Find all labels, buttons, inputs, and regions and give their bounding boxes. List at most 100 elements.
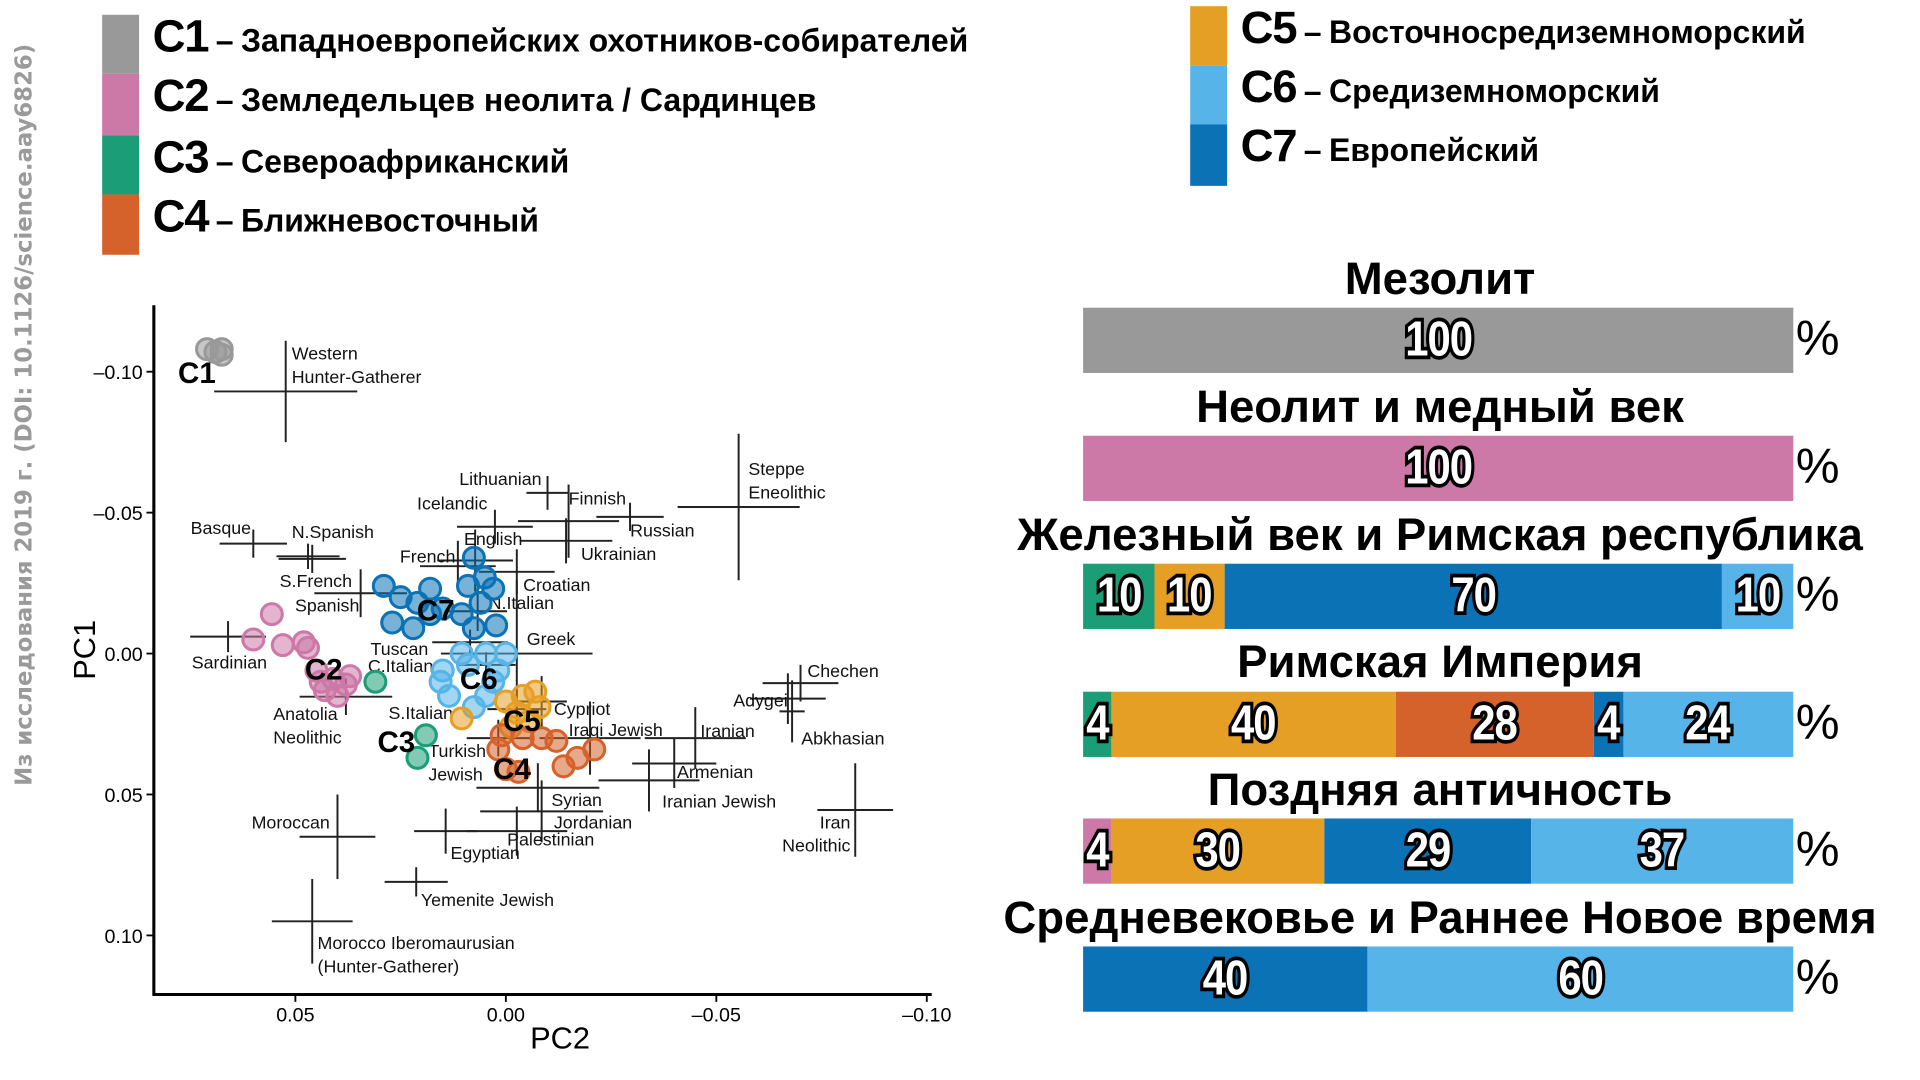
bar-segment-c3: 4 xyxy=(1083,691,1113,757)
period-title: Римская Империя xyxy=(1237,636,1643,687)
cluster-label-c1: C1 xyxy=(178,357,216,390)
cluster-point xyxy=(461,545,486,570)
legend-dash: – xyxy=(1303,131,1322,169)
cross-icelandic: Icelandic xyxy=(417,494,533,544)
cluster-point xyxy=(401,616,426,641)
population-label: Egyptian xyxy=(450,843,519,863)
legend-swatch-c5 xyxy=(1190,6,1228,66)
legend-dash: – xyxy=(215,201,234,239)
segment-value-label: 30 xyxy=(1193,820,1245,882)
legend-label: Ближневосточный xyxy=(240,201,539,239)
legend-item-c4: C4– Ближневосточный xyxy=(153,191,539,243)
legend-swatch-c1 xyxy=(102,14,140,74)
x-tick-label: –0.10 xyxy=(902,1005,951,1027)
y-tick-label: 0.05 xyxy=(104,785,142,807)
cross-jordanian: Jordanian xyxy=(480,780,632,843)
cluster-point xyxy=(413,723,438,748)
bar-segment-c7: 70 xyxy=(1225,563,1723,629)
legend-label: Европейский xyxy=(1328,131,1540,169)
bar-segment-c6: 10 xyxy=(1722,563,1794,629)
cluster-point xyxy=(449,706,474,731)
cluster-c1 xyxy=(194,337,234,367)
population-label: N.Spanish xyxy=(292,522,374,542)
legend-item-c2: C2– Земледельцев неолита / Сардинцев xyxy=(153,70,817,122)
cluster-point xyxy=(468,590,493,615)
cross-palestinian: Palestinian xyxy=(466,806,594,856)
population-label: C.Italian xyxy=(368,656,433,676)
population-label: Palestinian xyxy=(507,830,594,850)
segment-value-label: 60 xyxy=(1555,948,1607,1010)
bar-segment-c3: 10 xyxy=(1083,563,1155,629)
percent-sign: % xyxy=(1795,695,1840,750)
legend-swatch-c7 xyxy=(1190,124,1228,186)
cross-iranian-jewish: Iranian Jewish xyxy=(598,749,776,811)
population-label: Syrian xyxy=(551,790,602,810)
cluster-point xyxy=(270,633,295,658)
legend-code: C6 xyxy=(1240,61,1298,113)
population-label: Croatian xyxy=(523,575,590,595)
bar-segment-c6: 37 xyxy=(1530,818,1794,884)
population-label: Lithuanian xyxy=(459,469,541,489)
legend-code: C3 xyxy=(152,131,210,183)
cluster-c3 xyxy=(363,669,438,770)
cluster-label-c6: C6 xyxy=(460,663,498,696)
population-label: Western xyxy=(292,343,358,363)
population-label: Morocco Iberomaurusian xyxy=(318,933,515,953)
population-label: Greek xyxy=(527,629,576,649)
cluster-point xyxy=(506,759,531,784)
legend-item-c3: C3– Североафриканский xyxy=(153,132,570,184)
y-tick-label: 0.10 xyxy=(104,926,142,948)
cluster-c4 xyxy=(486,723,607,784)
ancestry-bar: 4 40 28 4 24 xyxy=(1083,691,1794,757)
cluster-c6 xyxy=(428,641,518,720)
cluster-point xyxy=(418,576,443,601)
legend-dash: – xyxy=(215,81,234,119)
legend-item-c7: C7– Европейский xyxy=(1241,121,1539,173)
period-title: Поздняя античность xyxy=(1207,764,1673,815)
population-label: Eneolithic xyxy=(748,482,825,502)
population-label: Iran xyxy=(820,812,851,832)
cross-western-hunter-gatherer: Western Hunter-Gatherer xyxy=(214,340,422,443)
population-label: Neolithic xyxy=(273,727,341,747)
legend-label: Североафриканский xyxy=(240,142,570,180)
legend-swatch-c2 xyxy=(102,73,140,136)
population-label: (Hunter-Gatherer) xyxy=(318,956,460,976)
legend-code: C5 xyxy=(1240,2,1298,53)
segment-value-label: 10 xyxy=(1164,565,1216,627)
segment-value-label: 28 xyxy=(1470,693,1522,755)
population-label: Yemenite Jewish xyxy=(421,890,554,910)
cross-steppe-eneolithic: Steppe Eneolithic xyxy=(677,433,826,581)
percent-sign: % xyxy=(1795,439,1840,494)
population-label: Turkish xyxy=(428,741,486,761)
ancestry-bar: 40 60 xyxy=(1083,946,1794,1012)
legend-label: Земледельцев неолита / Сардинцев xyxy=(240,81,817,119)
cross-iranian: Iranian xyxy=(644,707,755,770)
cross-adygei: Adygei xyxy=(733,673,826,725)
bar-segment-c5: 10 xyxy=(1154,563,1226,629)
reference-populations: Western Hunter-Gatherer Lithuanian Finnish I… xyxy=(190,340,894,976)
segment-value-label: 40 xyxy=(1200,948,1252,1010)
legend-swatch-c6 xyxy=(1190,65,1228,125)
population-label: Finnish xyxy=(569,489,626,509)
legend-code: C1 xyxy=(152,11,210,62)
period-title: Неолит и медный век xyxy=(1196,381,1684,433)
bar-segment-c4: 28 xyxy=(1395,691,1595,757)
bar-segment-c7: 4 xyxy=(1594,691,1624,757)
percent-sign: % xyxy=(1795,822,1840,877)
population-label: Steppe xyxy=(748,459,805,479)
population-label: Icelandic xyxy=(417,494,487,514)
population-label: Jordanian xyxy=(554,812,632,832)
cluster-label-c4: C4 xyxy=(493,753,531,786)
y-tick-label: –0.10 xyxy=(93,362,142,384)
population-label: Jewish xyxy=(428,764,483,784)
cluster-point xyxy=(582,737,607,762)
legend-code: C4 xyxy=(152,190,210,242)
percent-sign: % xyxy=(1795,567,1840,622)
period-title: Мезолит xyxy=(1344,253,1536,305)
legend-code: C2 xyxy=(152,70,210,121)
bar-segment-c7: 40 xyxy=(1083,946,1368,1012)
population-label: Iraqi Jewish xyxy=(569,720,663,740)
cluster-point xyxy=(241,627,266,652)
cluster-label-c2: C2 xyxy=(305,653,343,686)
population-label: Moroccan xyxy=(252,812,330,832)
